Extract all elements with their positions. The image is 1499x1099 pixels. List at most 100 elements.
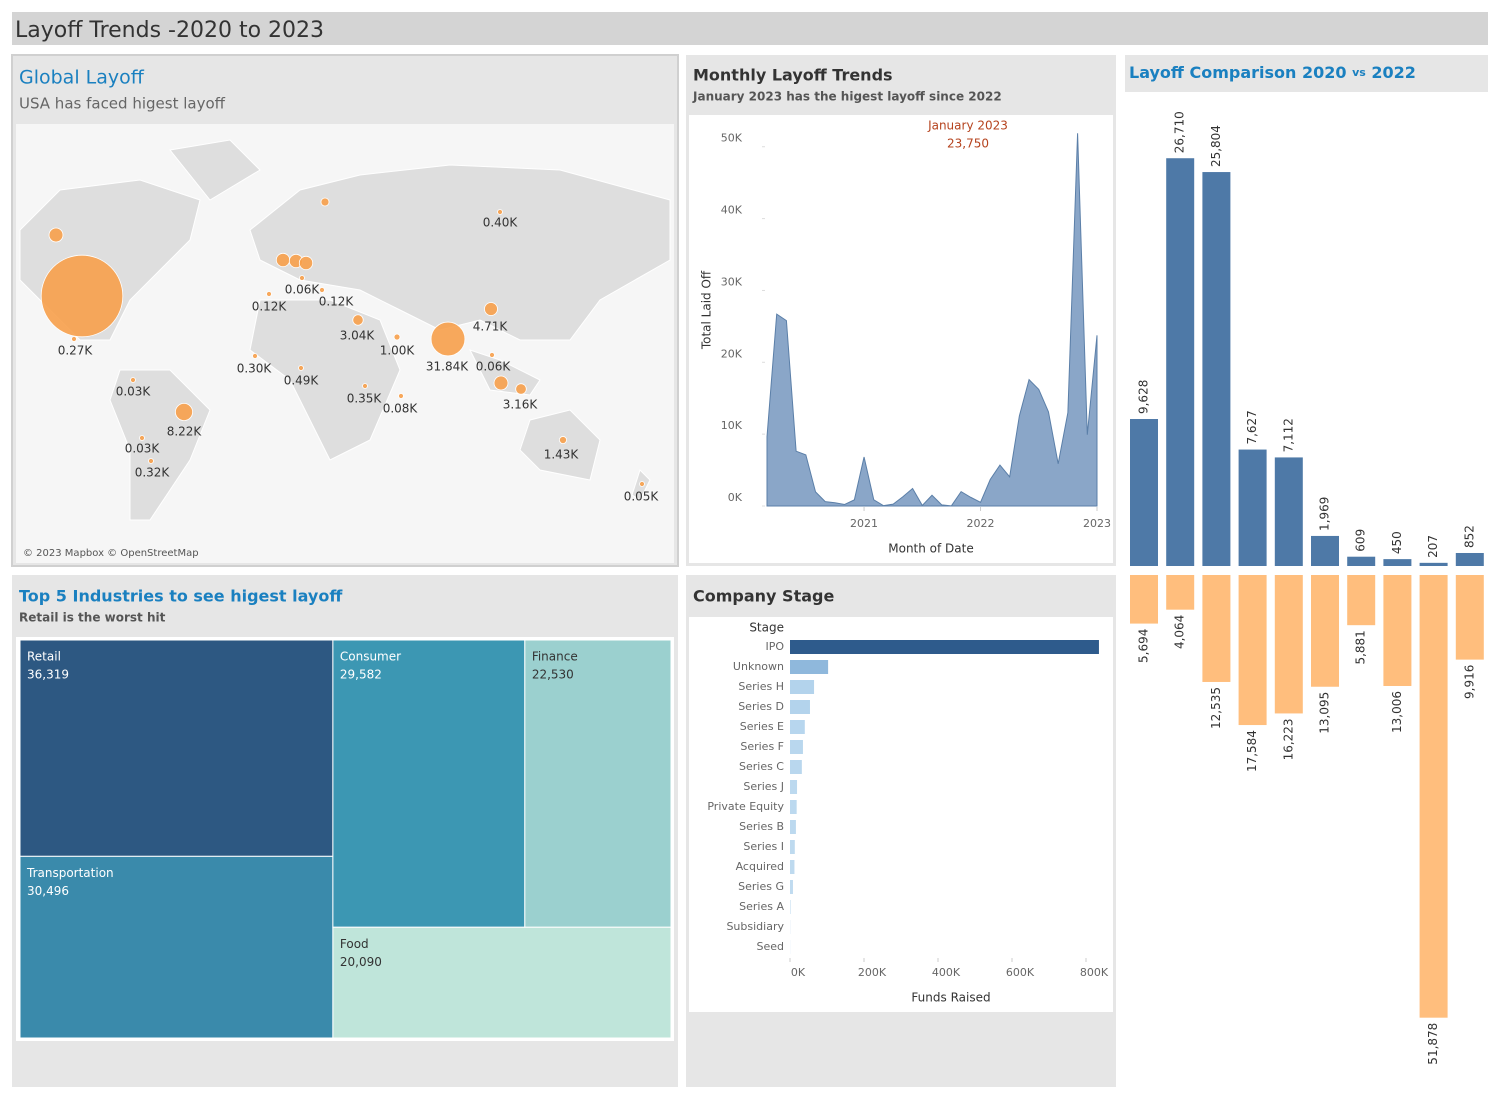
stage-bar: [790, 840, 795, 854]
stage-label: Series F: [740, 740, 784, 753]
bubble-label: 3.16K: [503, 398, 539, 412]
bubble-label: 1.43K: [544, 448, 580, 462]
bubble: [298, 365, 304, 371]
bar-2022: [1383, 575, 1412, 686]
bar-2020: [1166, 158, 1195, 566]
stage-bar: [790, 740, 803, 754]
treemap-value: 29,582: [340, 668, 382, 682]
bar-2020: [1419, 562, 1448, 566]
treemap-label: Food: [340, 937, 369, 951]
bubble: [362, 383, 368, 389]
bar-label: 16,223: [1281, 718, 1295, 760]
treemap-label: Finance: [532, 650, 578, 664]
x-tick-label: 800K: [1080, 966, 1109, 979]
bar-label: 26,710: [1173, 111, 1187, 153]
trend-title: Monthly Layoff Trends: [693, 66, 893, 85]
treemap: Retail 36,319 Transportation 30,496 Consumer…: [19, 639, 672, 1039]
bar-2020: [1383, 559, 1412, 566]
treemap-label: Retail: [27, 650, 61, 664]
bubble-label: 0.30K: [237, 362, 273, 376]
bubble: [398, 393, 404, 399]
treemap-value: 36,319: [27, 668, 69, 682]
bar-2022: [1238, 575, 1267, 726]
bubble-label: 0.40K: [483, 216, 519, 230]
bubble-label: 0.49K: [284, 374, 320, 388]
bubble-label: 0.27K: [58, 344, 94, 358]
stage-label: Series C: [739, 760, 784, 773]
bar-2020: [1311, 535, 1339, 566]
bar-2020: [1347, 556, 1376, 566]
bar-label: 13,006: [1390, 691, 1404, 733]
bar-label: 7,112: [1281, 418, 1295, 452]
bar-2020: [1274, 457, 1303, 566]
bar-2022: [1347, 575, 1376, 626]
compare-series-b: 2022: [1371, 63, 1416, 82]
bar-2022: [1202, 575, 1231, 682]
bar-label: 13,095: [1318, 692, 1332, 734]
bar-label: 7,627: [1245, 410, 1259, 444]
bar-label: 5,881: [1354, 630, 1368, 664]
compare-header: [1125, 55, 1488, 92]
stage-plot: [689, 617, 1113, 1012]
compare-series-a: 2020: [1302, 63, 1347, 82]
trend-chart: 0K 10K 20K 30K 40K 50K 2021 2022 2023 23,750: [721, 132, 1111, 530]
bubble: [148, 458, 154, 464]
bubble-label: 0.05K: [624, 490, 660, 504]
bar-2022: [1130, 575, 1158, 624]
stage-bar: [790, 700, 810, 714]
map-bubbles: 0.27K0.06K0.12K0.12K0.40K3.04K1.00K31.84…: [40, 197, 660, 504]
bubble: [393, 333, 401, 341]
bubble: [497, 209, 503, 215]
bar-label: 9,628: [1137, 380, 1151, 414]
stage-bar: [790, 680, 815, 694]
header-bar: [12, 12, 1488, 45]
x-tick-label: 200K: [858, 966, 887, 979]
bar-label: 1,969: [1318, 497, 1332, 531]
annotation-value: 23,750: [947, 137, 989, 151]
stage-label: Series E: [740, 720, 784, 733]
stage-bar: [790, 660, 829, 674]
bubble: [639, 481, 645, 487]
bar-label: 5,694: [1137, 629, 1151, 663]
bubble-label: 0.03K: [125, 442, 161, 456]
stage-bar: [790, 800, 797, 814]
bubble: [484, 302, 498, 316]
bubble: [130, 377, 136, 383]
bar-2020: [1130, 419, 1158, 566]
bubble: [48, 227, 64, 243]
stage-label: Seed: [757, 940, 785, 953]
bubble: [298, 255, 314, 271]
treemap-subtitle: Retail is the worst hit: [19, 611, 166, 625]
treemap-value: 20,090: [340, 955, 382, 969]
treemap-cell: [524, 639, 672, 928]
bubble: [320, 197, 330, 207]
bar-2020: [1202, 172, 1231, 566]
bubble: [352, 314, 364, 326]
stage-label: Series A: [739, 900, 784, 913]
stage-title: Company Stage: [693, 587, 834, 606]
bubble: [493, 375, 509, 391]
bar-label: 207: [1426, 535, 1440, 558]
compare-title: Layoff Comparison 2020 vs 2022: [1129, 63, 1416, 82]
x-axis-title: Month of Date: [888, 542, 974, 556]
bar-2020: [1238, 449, 1267, 566]
bubble: [559, 436, 567, 444]
dashboard-title: Layoff Trends -2020 to 2023: [15, 18, 324, 43]
bar-2022: [1311, 575, 1339, 687]
bubble: [40, 254, 124, 338]
stage-label: Unknown: [733, 660, 784, 673]
area: [766, 133, 1098, 507]
x-tick-label: 600K: [1006, 966, 1035, 979]
stage-label: Series H: [738, 680, 784, 693]
bar-2022: [1419, 575, 1448, 1018]
stage-bar: [790, 860, 795, 874]
map-subtitle: USA has faced higest layoff: [19, 95, 226, 113]
x-tick-label: 2022: [967, 517, 995, 530]
bubble: [275, 252, 291, 268]
stage-label: Series D: [738, 700, 784, 713]
y-tick-label: 50K: [721, 132, 743, 145]
compare-chart: 9,628 26,710 25,804 7,627 7,112 1,969 609 450 20…: [1130, 111, 1484, 1065]
stage-label: Series B: [739, 820, 784, 833]
bar-2022: [1455, 575, 1484, 660]
